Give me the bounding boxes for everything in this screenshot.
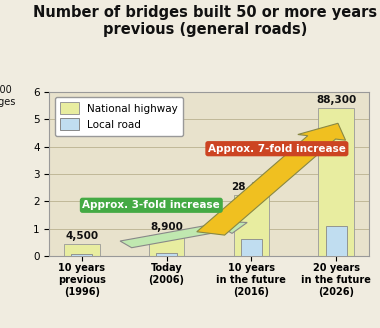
Bar xyxy=(318,108,354,256)
Text: Approx. 3-fold increase: Approx. 3-fold increase xyxy=(82,200,220,210)
Bar xyxy=(149,235,184,256)
Text: Number of bridges built 50 or more years
previous (general roads): Number of bridges built 50 or more years… xyxy=(33,5,377,37)
Polygon shape xyxy=(197,123,345,235)
Text: 28,400: 28,400 xyxy=(231,182,272,193)
Bar xyxy=(64,243,100,256)
Text: 4,500: 4,500 xyxy=(65,231,98,241)
Legend: National highway, Local road: National highway, Local road xyxy=(55,97,183,136)
Bar xyxy=(156,253,177,256)
Bar xyxy=(326,226,347,256)
Text: 88,300: 88,300 xyxy=(316,95,356,105)
Text: 10,000
bridges: 10,000 bridges xyxy=(0,85,16,107)
Bar xyxy=(241,239,262,256)
Bar xyxy=(234,195,269,256)
Text: 8,900: 8,900 xyxy=(150,222,183,232)
Text: Approx. 7-fold increase: Approx. 7-fold increase xyxy=(208,144,346,154)
Bar xyxy=(71,254,92,256)
Polygon shape xyxy=(120,221,247,248)
